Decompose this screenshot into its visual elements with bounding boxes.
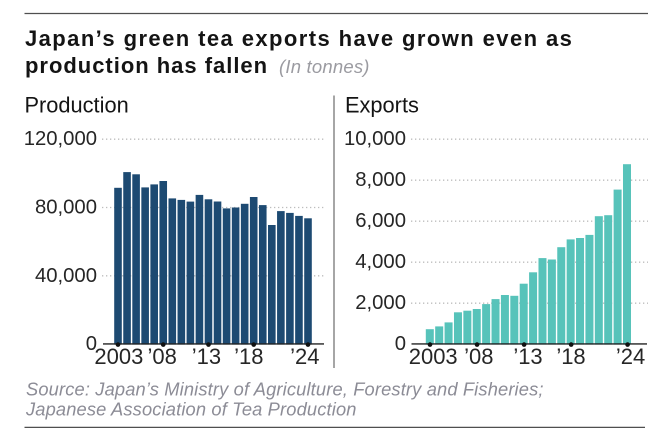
svg-text:’13: ’13 [192, 344, 221, 369]
svg-text:40,000: 40,000 [35, 265, 97, 287]
svg-text:Production: Production [25, 93, 129, 118]
svg-text:8,000: 8,000 [355, 169, 406, 191]
svg-text:Japan’s green tea exports have: Japan’s green tea exports have grown eve… [25, 26, 573, 51]
svg-text:’18: ’18 [556, 344, 585, 369]
svg-text:(In tonnes): (In tonnes) [279, 56, 370, 77]
svg-text:2,000: 2,000 [355, 292, 406, 314]
svg-text:’24: ’24 [616, 344, 645, 369]
svg-text:2003: 2003 [409, 344, 458, 369]
svg-text:0: 0 [86, 333, 97, 355]
svg-text:6,000: 6,000 [355, 210, 406, 232]
svg-text:80,000: 80,000 [35, 197, 97, 219]
svg-text:’08: ’08 [148, 344, 177, 369]
svg-text:’08: ’08 [464, 344, 493, 369]
svg-text:Source: Japan’s Ministry of Ag: Source: Japan’s Ministry of Agriculture,… [26, 379, 544, 400]
svg-text:4,000: 4,000 [355, 251, 406, 273]
svg-text:120,000: 120,000 [24, 128, 97, 150]
svg-text:’24: ’24 [290, 344, 319, 369]
svg-text:2003: 2003 [94, 344, 143, 369]
svg-text:Japanese Association of Tea Pr: Japanese Association of Tea Production [25, 398, 357, 419]
svg-text:’18: ’18 [234, 344, 263, 369]
svg-text:0: 0 [395, 333, 406, 355]
svg-text:’13: ’13 [513, 344, 542, 369]
svg-text:Exports: Exports [345, 93, 419, 118]
svg-text:10,000: 10,000 [344, 128, 406, 150]
svg-text:production has fallen: production has fallen [25, 53, 268, 78]
